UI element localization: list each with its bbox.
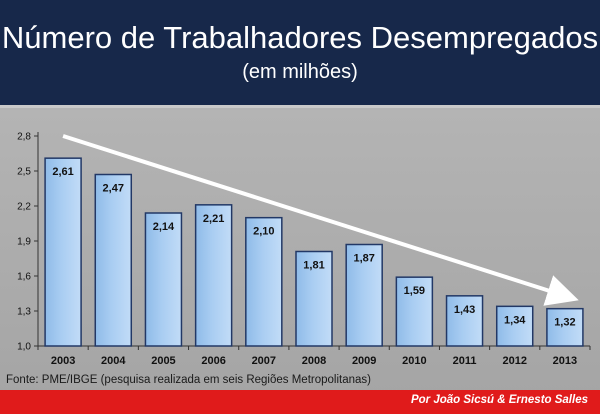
bar [245, 216, 283, 347]
x-tick-label: 2012 [502, 355, 526, 367]
y-tick-label: 2,5 [17, 167, 31, 178]
bar-value-label: 2,14 [153, 221, 175, 233]
x-tick-label: 2004 [101, 355, 126, 367]
footer-bar: Por João Sicsú & Ernesto Salles [0, 390, 600, 414]
trend-arrow [62, 134, 579, 306]
x-tick-label: 2003 [51, 355, 75, 367]
y-tick-label: 1,9 [17, 237, 31, 248]
bar [345, 243, 383, 347]
x-tick-label: 2008 [302, 355, 326, 367]
x-tick-label: 2009 [352, 355, 376, 367]
bar-value-label: 2,47 [103, 183, 124, 195]
x-tick-label: 2005 [151, 355, 175, 367]
bar [295, 250, 333, 347]
bar-value-label: 2,10 [253, 226, 274, 238]
bar [94, 173, 133, 347]
y-tick-label: 1,0 [17, 342, 31, 353]
y-tick-label: 2,8 [17, 132, 31, 143]
x-tick-label: 2011 [453, 355, 477, 367]
source-note: Fonte: PME/IBGE (pesquisa realizada em s… [6, 374, 371, 386]
x-tick-label: 2007 [252, 355, 276, 367]
bar-value-label: 2,21 [203, 213, 224, 225]
x-tick-label: 2010 [402, 355, 426, 367]
bar-value-label: 1,43 [454, 304, 475, 316]
bar [44, 157, 82, 347]
bar-chart: 1,0 1,3 1,6 1,9 2,2 2,5 2,8 2,61 2003 2,47 2004 2,1… [17, 132, 591, 367]
bar [194, 204, 233, 347]
bar-value-label: 1,81 [303, 260, 324, 272]
bar-value-label: 1,32 [554, 317, 575, 329]
bar-value-label: 2,61 [52, 166, 73, 178]
bar-value-label: 1,59 [404, 285, 425, 297]
chart-subtitle: (em milhões) [242, 61, 358, 83]
y-tick-label: 2,2 [17, 202, 31, 213]
bar [144, 212, 183, 347]
x-tick-label: 2013 [553, 355, 577, 367]
y-tick-label: 1,3 [17, 307, 31, 318]
bar-value-label: 1,87 [353, 253, 374, 265]
author-credit: Por João Sicsú & Ernesto Salles [410, 394, 588, 406]
chart-title: Número de Trabalhadores Desempregados [1, 20, 599, 55]
bar-value-label: 1,34 [504, 314, 526, 326]
y-tick-label: 1,6 [17, 272, 31, 283]
bar [395, 276, 434, 347]
title-banner: Número de Trabalhadores Desempregados (e… [0, 0, 600, 108]
bar [546, 307, 584, 347]
bar [495, 305, 534, 347]
x-tick-label: 2006 [201, 355, 225, 367]
bar [445, 295, 484, 347]
